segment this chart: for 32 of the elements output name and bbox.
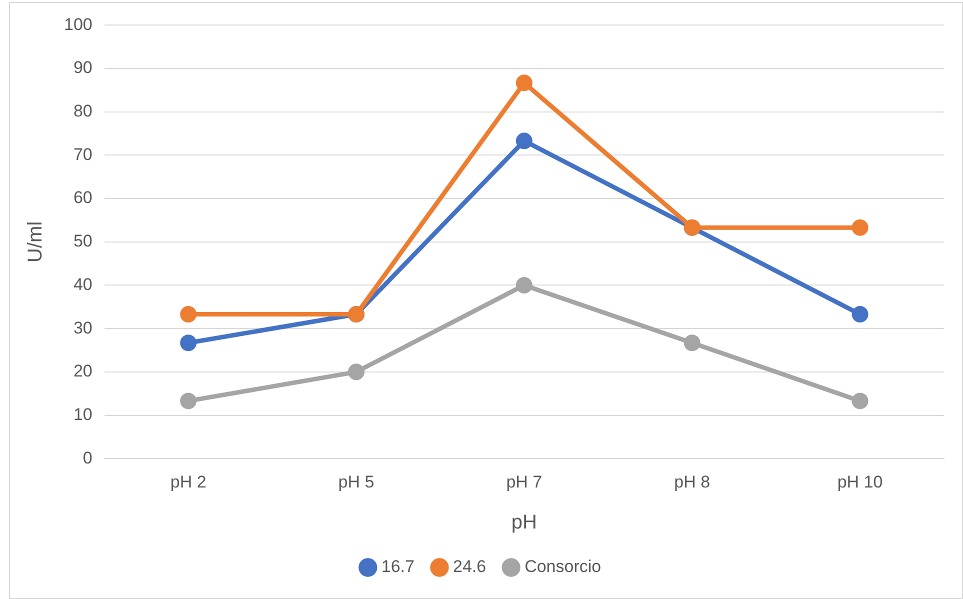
x-tick-label: pH 10: [837, 472, 883, 492]
point: [180, 306, 197, 323]
point: [516, 276, 532, 294]
y-tick-label: 90: [73, 58, 92, 78]
point: [180, 334, 197, 352]
y-tick-label: 100: [64, 14, 92, 34]
x-tick-label: pH 2: [170, 472, 206, 492]
legend-label: 24.6: [452, 557, 486, 576]
point: [516, 132, 532, 150]
legend-label: Consorcio: [524, 557, 602, 576]
x-tick-label: pH 5: [338, 472, 374, 492]
y-tick-label: 70: [73, 144, 92, 164]
legend-label: 16.7: [381, 557, 414, 576]
x-axis-title: pH: [511, 512, 537, 534]
point: [516, 74, 532, 92]
point: [348, 364, 365, 380]
y-tick-label: 60: [73, 188, 92, 208]
point: [852, 306, 868, 323]
y-tick-label: 20: [73, 362, 92, 381]
y-tick-label: 0: [82, 448, 92, 468]
point: [852, 392, 868, 410]
point: [180, 392, 197, 410]
y-tick-label: 30: [73, 318, 92, 338]
y-axis-title: U/ml: [24, 221, 47, 262]
y-tick-label: 40: [73, 274, 92, 294]
point: [852, 219, 868, 236]
y-tick-label: 10: [73, 404, 92, 424]
y-tick-label: 80: [73, 102, 92, 121]
x-tick-label: pH 8: [674, 472, 710, 492]
x-tick-label: pH 7: [506, 472, 542, 492]
point: [684, 334, 700, 352]
y-tick-label: 50: [73, 232, 92, 251]
